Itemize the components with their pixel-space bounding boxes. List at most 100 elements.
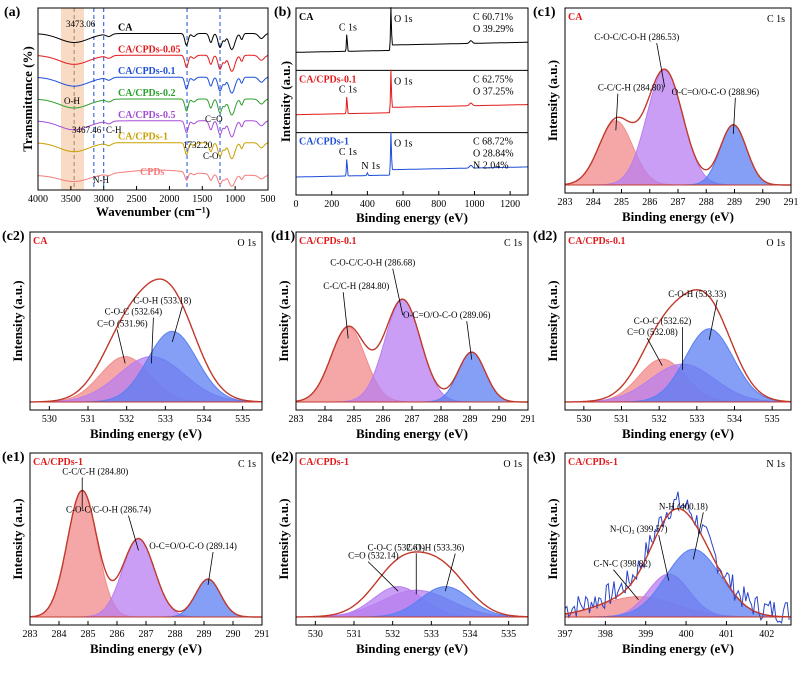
composition-label: O 37.25% (473, 86, 514, 97)
sample-name: CA/CPDs-0.1 (299, 236, 357, 247)
x-tick-label: 400 (679, 629, 694, 640)
peak-annotation-label: N-(C)₃ (399.57) (610, 524, 668, 534)
y-axis-label: Intensity (a.u.) (545, 60, 560, 141)
panel-d2: C=O (532.08)C-O-C (532.62) C-O-H (533.33)… (533, 229, 792, 441)
y-axis-label: Transmittance (%) (20, 46, 35, 152)
x-tick-label: 291 (784, 197, 799, 208)
ftir-series-line (38, 98, 268, 116)
y-axis-label: Intensity (a.u.) (545, 280, 560, 361)
x-tick-label: 285 (614, 197, 629, 208)
series-label: CA/CPDs-1 (118, 132, 168, 143)
x-tick-label: 287 (405, 414, 420, 425)
fit-envelope-line (296, 551, 529, 618)
series-label: CA/CPDs-0.1 (118, 66, 176, 77)
x-tick-label: 3500 (61, 194, 81, 205)
x-tick-label: 283 (289, 414, 304, 425)
annotation-arrow (708, 299, 718, 340)
annotation-arrow (658, 535, 670, 581)
survey-spectrum-line (296, 131, 528, 178)
x-tick-label: 291 (255, 629, 270, 640)
x-tick-label: 290 (492, 414, 507, 425)
x-tick-label: 1500 (192, 194, 212, 205)
peak-annotation-label: C-O-C/C-O-H (286.74) (66, 505, 151, 515)
panel-label: (d2) (533, 229, 557, 244)
x-axis-label: Wavenumber (cm⁻¹) (96, 204, 210, 219)
sample-name: CA/CPDs-1 (299, 457, 349, 468)
x-tick-label: 284 (586, 197, 601, 208)
series-label: CPDs (140, 167, 165, 178)
y-axis-label: Intensity (a.u.) (545, 498, 560, 579)
annotation-arrow (342, 292, 349, 339)
x-tick-label: 535 (765, 414, 780, 425)
x-tick-label: 285 (81, 629, 96, 640)
x-tick-label: 534 (727, 414, 742, 425)
x-tick-label: 2000 (159, 194, 179, 205)
sample-name: CA/CPDs-0.1 (568, 236, 626, 247)
panel-c1: C-C/C-H (284.80) C-O-C/C-O-H (286.53) O-C=… (533, 5, 799, 224)
ftir-series-line (38, 169, 268, 187)
annotation-label: O-H (64, 96, 80, 106)
annotation-arrow (128, 515, 139, 551)
x-tick-label: 1200 (500, 199, 520, 210)
annotation-arrow (151, 317, 154, 364)
x-tick-label: 399 (638, 629, 653, 640)
annotation-arrow (116, 329, 126, 364)
annotation-arrow (615, 93, 619, 131)
y-axis-label: Intensity (a.u.) (10, 280, 25, 361)
plot-frame (295, 452, 529, 626)
x-tick-label: 288 (168, 629, 183, 640)
x-tick-label: 287 (139, 629, 154, 640)
y-axis-label: Intensity (a.u.) (276, 498, 291, 579)
x-tick-label: 286 (376, 414, 391, 425)
peak-annotation-label: O-C=O/O-C-O (289.14) (149, 541, 237, 551)
ftir-series-line (38, 142, 268, 160)
core-level-label: O 1s (237, 238, 256, 249)
ftir-series-line (37, 54, 268, 72)
peak-annotation-label: C-N-C (398.82) (593, 559, 651, 569)
annotation-label: N-H (93, 175, 109, 185)
x-tick-label: 1000 (225, 194, 245, 205)
panel-label: (c1) (533, 5, 556, 20)
annotation-label: 3467.46 (72, 125, 102, 135)
panel-label: (e1) (2, 450, 25, 465)
panel-label: (e2) (271, 450, 294, 465)
ftir-series-line (38, 33, 268, 51)
panel-c2: C=O (531.96) C-O-C (532.64) C-O-H (533.18)… (2, 229, 263, 441)
composition-label: N 2.04% (473, 161, 509, 172)
x-tick-label: 286 (642, 197, 657, 208)
x-tick-label: 402 (759, 629, 774, 640)
x-tick-label: 289 (197, 629, 212, 640)
panel-label: (c2) (2, 229, 25, 244)
oh-region-shade (61, 8, 84, 190)
peak-label: C 1s (339, 22, 357, 33)
x-tick-label: 285 (347, 414, 362, 425)
peak-annotation-label: C=O (531.96) (97, 319, 148, 329)
peak-annotation-label: C-O-H (533.36) (406, 543, 464, 553)
peak-annotation-label: C-O-C/C-O-H (286.68) (330, 258, 415, 268)
core-level-label: O 1s (503, 459, 522, 470)
x-tick-label: 535 (501, 629, 516, 640)
peak-annotation-label: C-C/C-H (284.80) (323, 281, 389, 291)
peak-label: C 1s (339, 85, 357, 96)
x-axis-label: Binding energy (eV) (356, 426, 468, 441)
composition-label: C 68.72% (473, 137, 513, 148)
peak-label: C 1s (339, 147, 357, 158)
series-label: CA/CPDs-0.05 (118, 44, 181, 55)
x-tick-label: 284 (318, 414, 333, 425)
peak-annotation-label: C-O-H (533.33) (668, 289, 726, 299)
peak-annotation-label: C-O-C (532.61) (368, 542, 426, 552)
series-label: CA/CPDs-0.2 (118, 88, 176, 99)
core-level-label: O 1s (766, 238, 785, 249)
fit-envelope-line (29, 489, 262, 618)
fit-envelope-line (564, 507, 791, 618)
x-tick-label: 287 (671, 197, 686, 208)
survey-sample-name: CA (299, 12, 314, 23)
x-tick-label: 532 (385, 629, 400, 640)
x-tick-label: 398 (598, 629, 613, 640)
peak-annotation-label: N-H (400.18) (659, 501, 708, 511)
x-tick-label: 397 (558, 629, 573, 640)
annotation-arrow (444, 553, 456, 592)
sample-name: CA/CPDs-1 (33, 457, 83, 468)
sample-name: CA (568, 12, 583, 23)
x-tick-label: 534 (197, 414, 212, 425)
